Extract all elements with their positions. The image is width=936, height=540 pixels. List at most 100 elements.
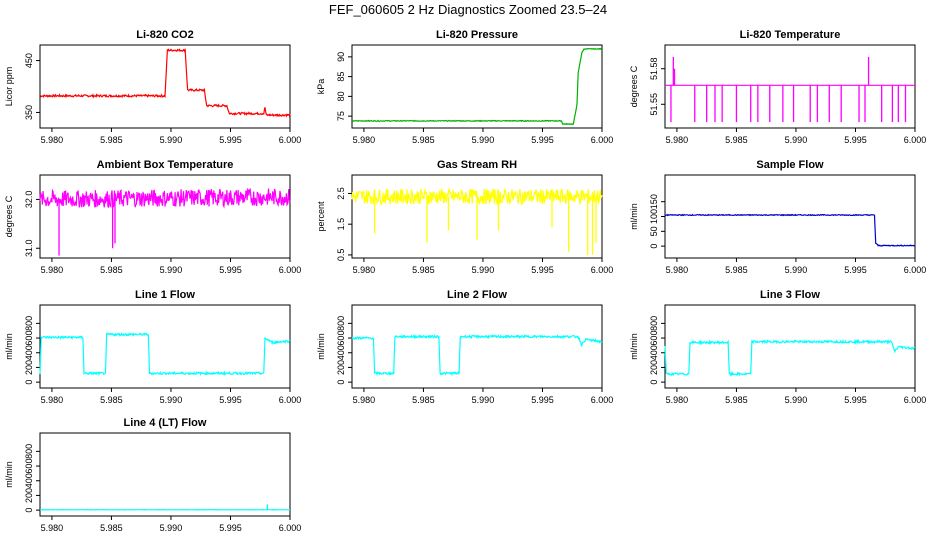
- x-tick-label: 5.995: [844, 265, 867, 275]
- series-line: [664, 213, 916, 247]
- y-axis-label: degrees C: [4, 195, 14, 237]
- x-tick-label: 5.995: [219, 395, 242, 405]
- plot-frame: [39, 174, 291, 259]
- y-axis-label: ml/min: [4, 461, 14, 488]
- x-tick-label: 5.995: [219, 265, 242, 275]
- series-line: [351, 333, 603, 377]
- x-tick-label: 5.990: [785, 135, 808, 145]
- series-line: [39, 47, 291, 118]
- x-tick-label: 5.985: [100, 265, 123, 275]
- y-axis-label: ml/min: [629, 203, 639, 230]
- y-tick-label: 50: [649, 226, 659, 236]
- x-tick-label: 5.985: [412, 135, 435, 145]
- y-tick-label: 200: [649, 360, 659, 375]
- plot-frame: [351, 44, 603, 129]
- y-tick-label: 0: [24, 380, 34, 385]
- y-tick-label: 600: [24, 459, 34, 474]
- y-tick-label: 800: [336, 316, 346, 331]
- y-axis-label: degrees C: [629, 65, 639, 107]
- series-line: [39, 332, 291, 377]
- panel-7: Line 1 Flow ml/min 5.980 5.985 5.990 5.995 6.0…: [4, 289, 301, 405]
- y-tick-label: 51.58: [649, 57, 659, 80]
- x-tick-label: 6.000: [904, 135, 927, 145]
- series-line: [39, 508, 291, 511]
- panel-title: Li-820 CO2: [136, 29, 193, 41]
- x-tick-label: 5.980: [41, 523, 64, 533]
- series-line: [351, 187, 603, 207]
- x-tick-label: 5.995: [531, 265, 554, 275]
- series-line: [351, 47, 603, 126]
- x-tick-label: 6.000: [591, 265, 614, 275]
- x-tick-label: 5.995: [844, 395, 867, 405]
- y-tick-label: 85: [336, 72, 346, 82]
- x-tick-label: 5.990: [472, 135, 495, 145]
- x-tick-label: 5.980: [353, 135, 376, 145]
- y-tick-label: 400: [649, 345, 659, 360]
- y-tick-label: 200: [24, 360, 34, 375]
- y-tick-label: 400: [336, 345, 346, 360]
- panel-title: Li-820 Temperature: [740, 29, 841, 41]
- y-axis-label: Licor ppm: [4, 67, 14, 107]
- y-tick-label: 450: [24, 53, 34, 68]
- y-tick-label: 400: [24, 473, 34, 488]
- x-tick-label: 5.980: [666, 395, 689, 405]
- x-tick-label: 5.985: [412, 265, 435, 275]
- y-tick-label: 800: [24, 316, 34, 331]
- x-tick-label: 5.985: [725, 395, 748, 405]
- panel-5: Gas Stream RH percent 5.980 5.985 5.990 5.995…: [316, 159, 613, 275]
- y-tick-label: 600: [649, 331, 659, 346]
- plot-frame: [664, 44, 916, 129]
- plot-frame: [664, 304, 916, 389]
- y-axis-label: ml/min: [316, 333, 326, 360]
- x-tick-label: 5.990: [160, 395, 183, 405]
- x-tick-label: 5.980: [41, 395, 64, 405]
- plot-frame: [351, 304, 603, 389]
- panel-title: Line 2 Flow: [447, 289, 507, 301]
- panel-6: Sample Flow ml/min 5.980 5.985 5.990 5.995 6.0…: [629, 159, 926, 275]
- y-tick-label: 600: [24, 331, 34, 346]
- y-tick-label: 0: [649, 380, 659, 385]
- plot-frame: [39, 44, 291, 129]
- x-tick-label: 5.980: [666, 265, 689, 275]
- panel-9: Line 3 Flow ml/min 5.980 5.985 5.990 5.995 6.0…: [629, 289, 926, 405]
- y-axis-label: ml/min: [629, 333, 639, 360]
- x-tick-label: 5.995: [219, 523, 242, 533]
- y-tick-label: 0: [336, 380, 346, 385]
- x-tick-label: 5.995: [844, 135, 867, 145]
- x-tick-label: 5.995: [531, 395, 554, 405]
- y-tick-label: 0: [649, 244, 659, 249]
- x-tick-label: 6.000: [279, 395, 302, 405]
- x-tick-label: 5.980: [41, 265, 64, 275]
- panel-title: Line 4 (LT) Flow: [124, 417, 207, 429]
- x-tick-label: 5.980: [41, 135, 64, 145]
- x-tick-label: 6.000: [279, 135, 302, 145]
- panel-10: Line 4 (LT) Flow ml/min 5.980 5.985 5.990 5.9…: [4, 417, 301, 533]
- panel-1: Li-820 CO2 Licor ppm 5.980 5.985 5.990 5.995 6…: [4, 29, 301, 145]
- y-tick-label: 400: [24, 345, 34, 360]
- panel-4: Ambient Box Temperature degrees C 5.980 5.9…: [4, 159, 301, 275]
- panel-title: Li-820 Pressure: [436, 29, 518, 41]
- x-tick-label: 5.990: [160, 265, 183, 275]
- panel-title: Sample Flow: [756, 159, 824, 171]
- y-tick-label: 0: [24, 508, 34, 513]
- panel-2: Li-820 Pressure kPa 5.980 5.985 5.990 5.995 6.…: [316, 29, 613, 145]
- y-tick-label: 2.5: [336, 187, 346, 200]
- panel-title: Gas Stream RH: [437, 159, 517, 171]
- panel-3: Li-820 Temperature degrees C 5.980 5.985 5.9…: [629, 29, 926, 145]
- y-tick-label: 600: [336, 331, 346, 346]
- series-line: [664, 338, 916, 377]
- y-tick-label: 75: [336, 111, 346, 121]
- x-tick-label: 5.985: [412, 395, 435, 405]
- panel-title: Ambient Box Temperature: [97, 159, 234, 171]
- x-tick-label: 5.995: [219, 135, 242, 145]
- series-line: [39, 187, 291, 209]
- y-tick-label: 800: [24, 444, 34, 459]
- y-axis-label: percent: [316, 201, 326, 232]
- x-tick-label: 6.000: [591, 395, 614, 405]
- y-tick-label: 200: [24, 488, 34, 503]
- x-tick-label: 5.995: [531, 135, 554, 145]
- x-tick-label: 6.000: [279, 523, 302, 533]
- y-tick-label: 0.5: [336, 249, 346, 262]
